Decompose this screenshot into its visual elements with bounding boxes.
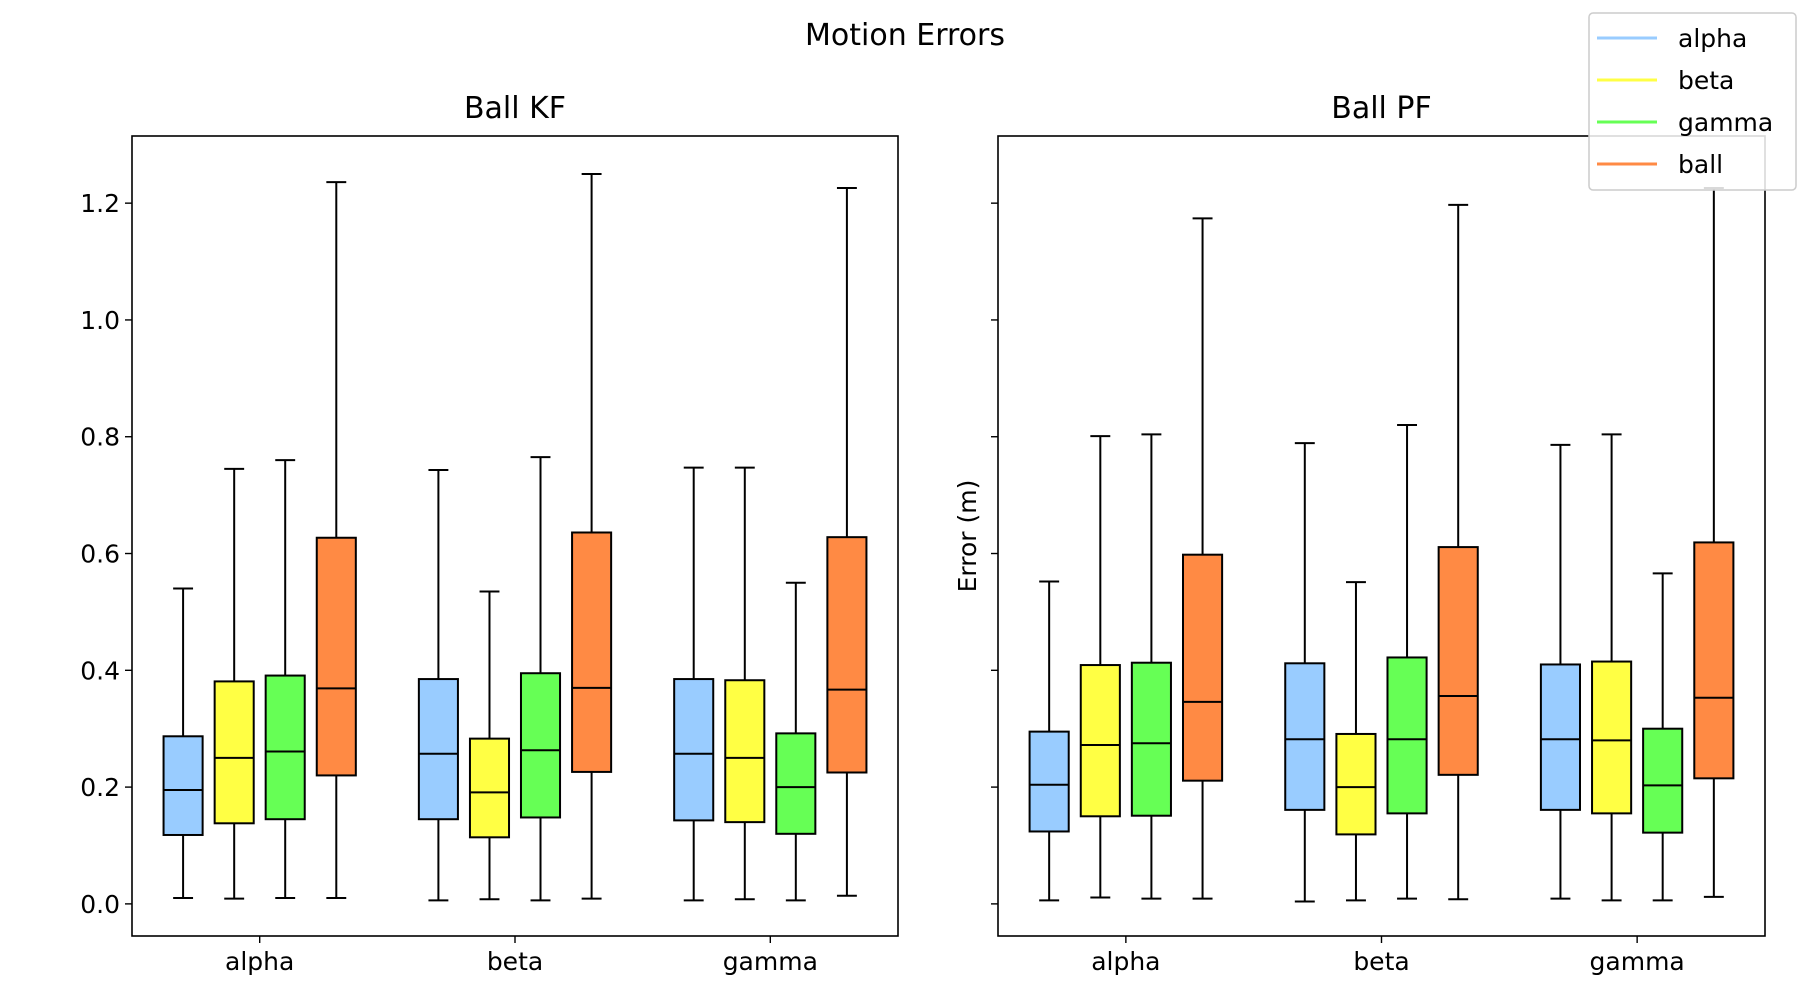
box-iqr xyxy=(1182,553,1224,782)
x-tick-label: beta xyxy=(1353,947,1409,976)
box-iqr xyxy=(1079,664,1121,818)
subplot-1: Ball KF 0.0 0.2 0.4 0.6 0.8 1.0 1.2 alpha beta gam… xyxy=(80,91,899,976)
box-gamma-alpha xyxy=(264,459,306,900)
y-axis-label: Error (m) xyxy=(953,480,982,593)
legend-item-beta: beta xyxy=(1597,66,1734,95)
legend-label: gamma xyxy=(1678,108,1773,137)
legend-label: ball xyxy=(1678,150,1723,179)
box-beta-gamma xyxy=(1591,433,1633,902)
box-alpha-beta xyxy=(417,469,459,902)
box-ball-gamma xyxy=(1693,186,1735,898)
legend-label: beta xyxy=(1678,66,1734,95)
plots-group: Ball KF 0.0 0.2 0.4 0.6 0.8 1.0 1.2 alpha beta gam… xyxy=(80,91,1766,976)
box-beta-alpha xyxy=(1079,435,1121,899)
x-tick-label: gamma xyxy=(1590,947,1685,976)
box-iqr xyxy=(1591,660,1633,815)
box-iqr xyxy=(724,679,766,824)
box-ball-alpha xyxy=(315,181,357,900)
box-iqr xyxy=(1642,727,1684,834)
legend-item-gamma: gamma xyxy=(1597,108,1773,137)
box-alpha-alpha xyxy=(1028,580,1070,902)
box-beta-gamma xyxy=(724,466,766,901)
plot-frame xyxy=(131,135,899,937)
box-iqr xyxy=(162,735,204,836)
box-beta-alpha xyxy=(213,467,255,900)
box-iqr xyxy=(519,672,562,819)
legend-item-ball: ball xyxy=(1597,150,1723,179)
box-alpha-beta xyxy=(1284,442,1326,903)
y-tick-label: 0.0 xyxy=(80,890,120,919)
plot-frame xyxy=(997,135,1766,937)
box-ball-gamma xyxy=(826,186,868,897)
box-iqr xyxy=(1028,730,1070,833)
box-alpha-gamma xyxy=(673,466,715,902)
x-tick-label: gamma xyxy=(723,947,818,976)
box-beta-beta xyxy=(468,590,511,901)
legend-label: alpha xyxy=(1678,24,1747,53)
box-gamma-gamma xyxy=(775,581,817,902)
box-iqr xyxy=(1284,662,1326,811)
box-iqr xyxy=(1386,656,1428,815)
x-tick-label: alpha xyxy=(225,947,294,976)
x-tick-label: beta xyxy=(487,947,543,976)
box-gamma-gamma xyxy=(1642,572,1684,902)
box-iqr xyxy=(417,678,459,821)
box-iqr xyxy=(1437,546,1479,776)
legend: alpha beta gamma ball xyxy=(1588,12,1797,191)
box-beta-beta xyxy=(1335,581,1377,902)
y-tick-label: 1.0 xyxy=(80,306,120,335)
subplot-title: Ball PF xyxy=(1331,91,1432,126)
box-iqr xyxy=(1335,732,1377,836)
y-tick-label: 0.6 xyxy=(80,540,120,569)
y-tick-label: 0.2 xyxy=(80,773,120,802)
box-gamma-beta xyxy=(1386,424,1428,900)
box-iqr xyxy=(826,536,868,774)
y-tick-label: 1.2 xyxy=(80,189,120,218)
box-ball-beta xyxy=(571,172,613,900)
box-iqr xyxy=(1693,541,1735,780)
y-tick-label: 0.4 xyxy=(80,656,120,685)
box-gamma-alpha xyxy=(1130,433,1172,900)
box-gamma-beta xyxy=(519,456,562,902)
box-iqr xyxy=(264,674,306,821)
x-tick-label: alpha xyxy=(1091,947,1160,976)
box-iqr xyxy=(673,678,715,822)
box-iqr xyxy=(315,536,357,777)
legend-frame xyxy=(1588,12,1797,191)
box-iqr xyxy=(1130,661,1172,817)
subplot-title: Ball KF xyxy=(464,91,566,126)
box-alpha-gamma xyxy=(1539,443,1581,900)
box-iqr xyxy=(571,531,613,773)
y-tick-label: 0.8 xyxy=(80,423,120,452)
box-iqr xyxy=(213,680,255,825)
box-iqr xyxy=(1539,663,1581,811)
box-iqr xyxy=(468,737,511,839)
box-ball-alpha xyxy=(1182,217,1224,900)
box-ball-beta xyxy=(1437,203,1479,901)
figure-title: Motion Errors xyxy=(805,18,1005,53)
legend-item-alpha: alpha xyxy=(1597,24,1747,53)
box-iqr xyxy=(775,732,817,835)
subplot-2: Ball PF Error (m) alpha beta gamma xyxy=(953,91,1766,976)
box-alpha-alpha xyxy=(162,587,204,900)
